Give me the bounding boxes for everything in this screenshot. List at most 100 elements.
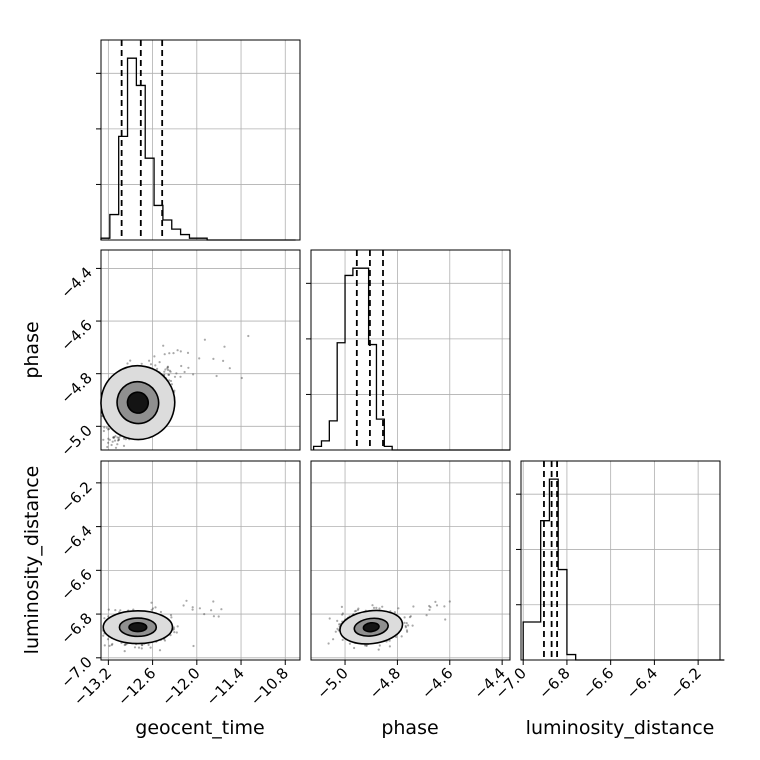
scatter-phase-vs-luminosity-distance-point <box>405 622 408 625</box>
scatter-geocent-time-vs-phase-point <box>180 364 183 368</box>
scatter-phase-vs-luminosity-distance-point <box>341 612 344 615</box>
scatter-geocent-time-vs-phase-point <box>107 428 110 431</box>
scatter-geocent-time-vs-phase-point <box>247 334 250 338</box>
scatter-geocent-time-vs-phase-point <box>113 436 116 439</box>
scatter-geocent-time-vs-phase-point <box>167 373 171 376</box>
scatter-geocent-time-vs-phase-point <box>163 370 166 373</box>
scatter-geocent-time-vs-phase-point <box>223 345 226 348</box>
scatter-geocent-time-vs-luminosity-distance-ytick-label-1: −6.8 <box>57 609 95 647</box>
scatter-geocent-time-vs-phase-point <box>112 436 115 439</box>
scatter-phase-vs-luminosity-distance-point <box>372 606 376 610</box>
scatter-geocent-time-vs-luminosity-distance-point <box>124 643 127 646</box>
scatter-geocent-time-vs-luminosity-distance-point <box>107 615 110 618</box>
scatter-geocent-time-vs-phase-point <box>105 426 108 429</box>
scatter-geocent-time-vs-luminosity-distance-point <box>149 646 152 649</box>
scatter-geocent-time-vs-phase-point <box>166 365 169 368</box>
scatter-geocent-time-vs-luminosity-distance-point <box>111 642 114 646</box>
scatter-phase-vs-luminosity-distance-point <box>336 627 339 631</box>
scatter-geocent-time-vs-luminosity-distance-point <box>150 601 153 604</box>
scatter-phase-vs-luminosity-distance-point <box>434 600 437 604</box>
hist-phase-bg <box>311 250 510 450</box>
scatter-phase-vs-luminosity-distance-point <box>378 644 381 647</box>
hist-luminosity-distance-xtick-label-1: −6.8 <box>535 664 573 702</box>
scatter-geocent-time-vs-phase-point <box>186 351 190 354</box>
scatter-phase-vs-luminosity-distance-contour-2 <box>362 621 380 633</box>
ylabel-luminosity-distance: luminosity_distance <box>21 466 43 655</box>
scatter-geocent-time-vs-phase-point <box>156 367 159 370</box>
scatter-phase-vs-luminosity-distance-point <box>444 618 447 621</box>
scatter-geocent-time-vs-phase-point <box>228 367 231 370</box>
scatter-geocent-time-vs-phase-point <box>106 445 109 449</box>
scatter-geocent-time-vs-luminosity-distance-point <box>119 609 122 612</box>
scatter-geocent-time-vs-luminosity-distance-point <box>191 608 194 611</box>
scatter-geocent-time-vs-phase-point <box>112 436 115 439</box>
scatter-phase-vs-luminosity-distance-point <box>412 605 415 608</box>
scatter-geocent-time-vs-phase-point <box>168 369 171 372</box>
scatter-geocent-time-vs-phase-point <box>173 375 177 378</box>
scatter-geocent-time-vs-luminosity-distance-xtick-label-2: −12.0 <box>158 664 203 709</box>
scatter-geocent-time-vs-luminosity-distance-point <box>217 615 220 618</box>
scatter-geocent-time-vs-luminosity-distance-point <box>182 604 185 607</box>
hist-luminosity-distance-bg <box>521 461 720 660</box>
scatter-geocent-time-vs-phase-point <box>203 338 206 341</box>
scatter-geocent-time-vs-phase-point <box>116 443 119 446</box>
axes-layer <box>96 39 721 665</box>
scatter-geocent-time-vs-luminosity-distance-point <box>173 631 176 634</box>
grid-layer <box>101 40 720 660</box>
scatter-geocent-time-vs-luminosity-distance-ytick-label-4: −6.2 <box>57 478 95 516</box>
scatter-geocent-time-vs-phase-ytick-label-3: −4.4 <box>57 264 95 302</box>
scatter-geocent-time-vs-luminosity-distance-point <box>154 606 157 609</box>
hist-luminosity-distance-xtick-label-3: −6.4 <box>623 664 661 702</box>
scatter-geocent-time-vs-phase-point <box>175 372 178 375</box>
scatter-geocent-time-vs-phase-point <box>114 446 118 449</box>
scatter-phase-vs-luminosity-distance-point <box>353 646 356 650</box>
scatter-geocent-time-vs-luminosity-distance-point <box>185 599 188 602</box>
scatter-phase-vs-luminosity-distance-point <box>332 638 335 641</box>
scatter-phase-vs-luminosity-distance-point <box>341 638 344 642</box>
scatter-geocent-time-vs-phase-point <box>183 370 186 374</box>
xlabel-geocent-time: geocent_time <box>135 717 264 739</box>
scatter-geocent-time-vs-phase-point <box>164 368 167 371</box>
hist-geocent-time-frame <box>100 39 301 241</box>
scatter-geocent-time-vs-luminosity-distance-ytick-label-2: −6.6 <box>57 565 95 603</box>
scatter-geocent-time-vs-luminosity-distance-point <box>198 607 201 610</box>
scatter-geocent-time-vs-phase-point <box>168 352 171 355</box>
scatter-geocent-time-vs-phase-point <box>117 438 120 442</box>
scatter-geocent-time-vs-luminosity-distance-point <box>158 649 162 652</box>
scatter-geocent-time-vs-phase-point <box>113 439 117 442</box>
scatter-phase-vs-luminosity-distance-point <box>403 621 406 624</box>
scatter-phase-vs-luminosity-distance-point <box>363 644 367 647</box>
scatter-geocent-time-vs-phase-ytick-label-2: −4.6 <box>57 316 95 354</box>
scatter-geocent-time-vs-luminosity-distance-point <box>163 639 167 642</box>
hist-luminosity-distance-xtick-label-4: −6.2 <box>666 664 704 702</box>
scatter-geocent-time-vs-phase-point <box>140 362 143 365</box>
scatter-geocent-time-vs-phase-point <box>108 438 111 441</box>
scatter-phase-vs-luminosity-distance-point <box>428 604 431 608</box>
scatter-geocent-time-vs-luminosity-distance-point <box>103 644 106 647</box>
scatter-geocent-time-vs-phase-point <box>153 355 156 358</box>
scatter-geocent-time-vs-luminosity-distance-point <box>150 608 153 611</box>
scatter-geocent-time-vs-phase-point <box>158 361 161 364</box>
hist-phase-frame <box>310 249 511 451</box>
scatter-geocent-time-vs-phase-point <box>148 359 151 362</box>
scatter-geocent-time-vs-luminosity-distance-point <box>212 615 215 618</box>
scatter-geocent-time-vs-phase-point <box>107 437 110 440</box>
scatter-geocent-time-vs-phase-point <box>126 362 129 365</box>
scatter-phase-vs-luminosity-distance-point <box>327 642 330 645</box>
scatter-geocent-time-vs-phase-point <box>222 359 225 362</box>
scatter-geocent-time-vs-luminosity-distance-xtick-label-4: −10.8 <box>247 664 292 709</box>
scatter-geocent-time-vs-phase-point <box>117 438 121 441</box>
scatter-geocent-time-vs-luminosity-distance-xtick-label-3: −11.4 <box>203 664 248 709</box>
scatter-phase-vs-luminosity-distance-xtick-label-2: −4.6 <box>418 664 456 702</box>
hist-luminosity-distance-xtick-label-2: −6.6 <box>579 664 617 702</box>
scatter-phase-vs-luminosity-distance-point <box>405 629 409 632</box>
scatter-geocent-time-vs-luminosity-distance-point <box>141 643 144 647</box>
scatter-phase-vs-luminosity-distance-point <box>371 604 374 607</box>
scatter-geocent-time-vs-phase-point <box>170 383 173 386</box>
scatter-phase-vs-luminosity-distance-point <box>336 619 339 623</box>
scatter-phase-vs-luminosity-distance-point <box>388 645 391 648</box>
scatter-geocent-time-vs-phase-contour-2 <box>126 391 150 414</box>
scatter-geocent-time-vs-phase-point <box>187 366 190 369</box>
scatter-geocent-time-vs-phase-point <box>102 438 105 441</box>
